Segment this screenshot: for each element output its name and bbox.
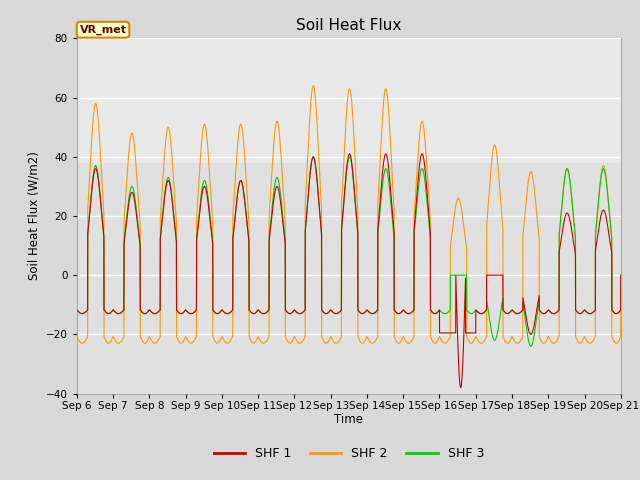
X-axis label: Time: Time (334, 413, 364, 426)
Bar (77, 163, 621, 394)
Y-axis label: Soil Heat Flux (W/m2): Soil Heat Flux (W/m2) (28, 152, 40, 280)
Bar (77, 38, 621, 163)
Title: Soil Heat Flux: Soil Heat Flux (296, 18, 401, 33)
Text: VR_met: VR_met (79, 24, 127, 35)
Legend: SHF 1, SHF 2, SHF 3: SHF 1, SHF 2, SHF 3 (209, 443, 489, 466)
